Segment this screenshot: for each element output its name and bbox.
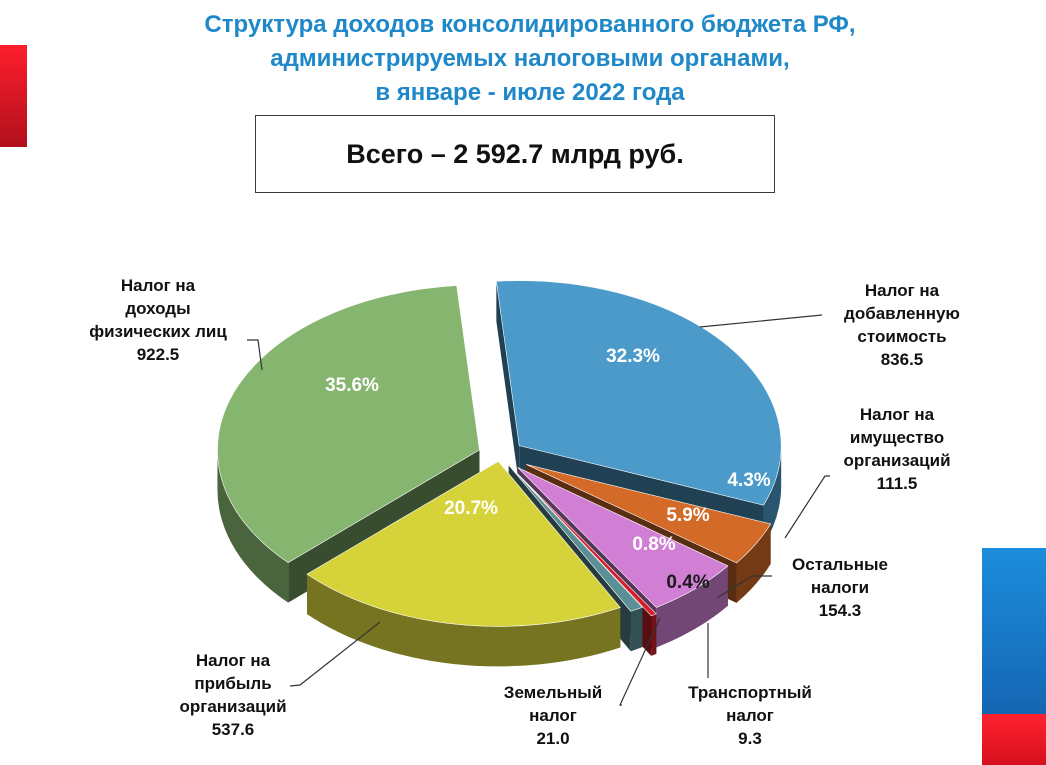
category-label: Транспортный	[688, 683, 812, 702]
leader-line	[247, 339, 263, 371]
category-label: имущество	[850, 428, 944, 447]
category-label: добавленную	[844, 304, 960, 323]
category-label: налоги	[811, 578, 869, 597]
category-label: Налог на	[860, 405, 935, 424]
category-value-label: 111.5	[877, 474, 918, 493]
chart-title-line-3: в январе - июле 2022 года	[375, 79, 685, 106]
right-red-accent-bar	[982, 714, 1046, 765]
pie-slice-rim	[763, 445, 782, 546]
category-label: Остальные	[792, 555, 888, 574]
category-label: физических лиц	[89, 322, 227, 341]
pie-tops	[217, 280, 782, 627]
category-label: Налог на	[196, 651, 271, 670]
category-value-label: 537.6	[212, 720, 255, 739]
leader-line	[716, 575, 772, 599]
category-value-label: 154.3	[819, 601, 862, 620]
category-label: прибыль	[194, 674, 271, 693]
pie-slice-rim	[217, 449, 289, 603]
pie-slice	[496, 280, 782, 506]
leader-line	[289, 621, 381, 687]
category-label: Земельный	[504, 683, 602, 702]
percent-label: 4.3%	[727, 470, 770, 491]
category-value-label: 9.3	[738, 729, 762, 748]
category-label: стоимость	[857, 327, 946, 346]
leader-line	[619, 617, 661, 706]
pie-slice	[526, 464, 772, 564]
pie-slice	[217, 285, 480, 563]
pie-slice	[306, 461, 621, 627]
category-label: организаций	[843, 451, 950, 470]
chart-title-line-2: администрируемых налоговыми органами,	[270, 45, 790, 72]
category-label: налог	[529, 706, 577, 725]
category-label: Налог на	[121, 276, 196, 295]
percent-label: 35.6%	[325, 375, 379, 396]
pie-slice	[517, 473, 657, 617]
chart-title-line-1: Структура доходов консолидированного бюд…	[204, 11, 856, 38]
leader-line	[784, 475, 830, 539]
percent-label: 20.7%	[444, 498, 498, 519]
pie-slice	[517, 467, 729, 608]
pie-slice-side-wall	[496, 281, 520, 486]
pie-slice	[508, 465, 643, 612]
pie-slice-rim	[736, 523, 771, 603]
category-value-label: 836.5	[881, 350, 924, 369]
category-label: Налог на	[865, 281, 940, 300]
leader-line	[699, 314, 823, 328]
pie-slice-rim	[651, 613, 657, 656]
pie-slice-rim	[656, 565, 728, 648]
right-blue-accent-bar	[982, 548, 1046, 714]
total-box: Всего – 2 592.7 млрд руб.	[255, 115, 775, 193]
category-label: доходы	[125, 299, 190, 318]
left-red-accent-bar	[0, 45, 27, 147]
category-value-label: 922.5	[137, 345, 180, 364]
percent-label: 32.3%	[606, 346, 660, 367]
chart-title: Структура доходов консолидированного бюд…	[150, 8, 910, 110]
category-value-label: 21.0	[536, 729, 569, 748]
percent-label: 0.4%	[666, 572, 709, 593]
leader-lines	[247, 314, 830, 706]
percent-label: 0.8%	[632, 534, 675, 555]
pie-slice-rim	[630, 607, 643, 652]
category-label: налог	[726, 706, 774, 725]
percent-label: 5.9%	[666, 505, 709, 526]
total-label: Всего – 2 592.7 млрд руб.	[346, 138, 684, 169]
percent-labels: 32.3% 4.3% 5.9% 0.4% 0.8% 20.7% 35.6%	[325, 346, 771, 593]
category-label: организаций	[179, 697, 286, 716]
pie-slice-rim	[307, 574, 621, 667]
category-labels: Налог на добавленную стоимость 836.5 Налог н…	[89, 276, 960, 748]
